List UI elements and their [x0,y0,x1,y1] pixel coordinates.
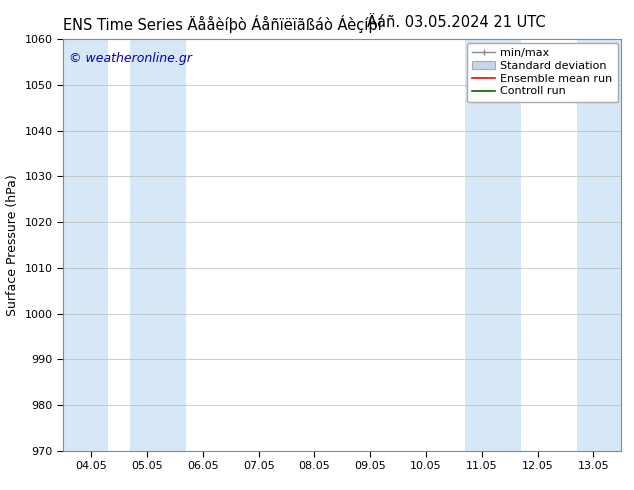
Bar [465,39,521,451]
Bar [131,39,186,451]
Legend: min/max, Standard deviation, Ensemble mean run, Controll run: min/max, Standard deviation, Ensemble me… [467,43,618,102]
Text: © weatheronline.gr: © weatheronline.gr [69,51,192,65]
Text: Äáñ. 03.05.2024 21 UTC: Äáñ. 03.05.2024 21 UTC [367,15,546,30]
Y-axis label: Surface Pressure (hPa): Surface Pressure (hPa) [6,174,19,316]
Bar [63,39,108,451]
Bar [577,39,621,451]
Text: ENS Time Series Äååèíþò Áåñïëïãßáò Áèçíþí: ENS Time Series Äååèíþò Áåñïëïãßáò Áèçíþ… [63,15,381,33]
